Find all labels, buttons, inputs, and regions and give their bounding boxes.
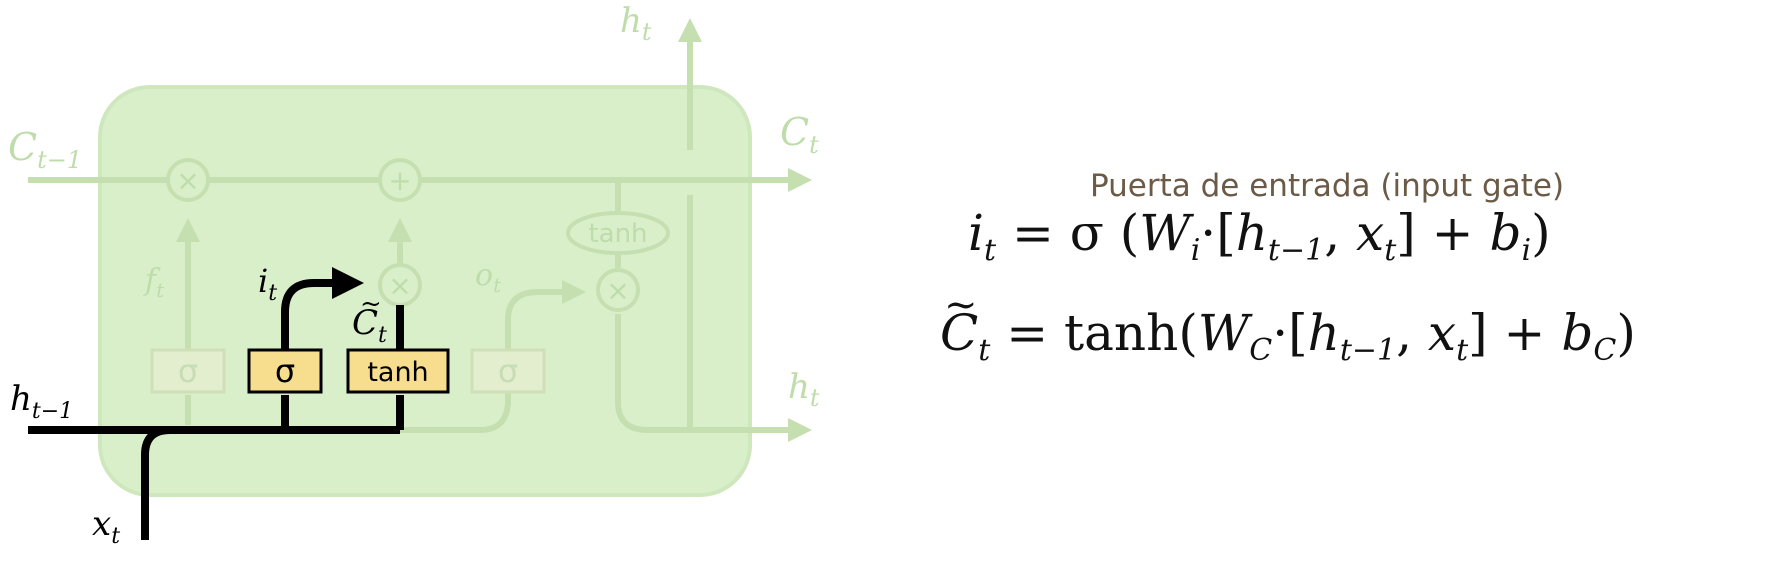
i-t-label: it <box>258 262 277 306</box>
mult-forget-op <box>166 158 210 202</box>
eq1-comma: , <box>1324 204 1356 262</box>
eq1-bias-sub: i <box>1521 233 1532 268</box>
input-sigma-label: σ <box>275 352 295 390</box>
cell-tanh-op <box>566 211 670 255</box>
forget-sigma-label: σ <box>178 352 198 390</box>
mult-forget-symbol: × <box>176 164 199 197</box>
mult-output-op <box>596 268 640 312</box>
c-next-label: Ct <box>780 110 819 159</box>
eq2-bias-sub: C <box>1593 333 1617 368</box>
x-in-label: xt <box>92 504 120 549</box>
eq1-operator: = σ ( <box>996 204 1140 262</box>
eq2-bias: b <box>1561 304 1594 362</box>
o-t-label: ot <box>475 258 502 297</box>
output-sigma-label: σ <box>498 352 518 390</box>
mult-input-symbol: × <box>388 269 411 302</box>
eq1-x-sub: t <box>1384 233 1397 268</box>
eq1-h: h <box>1235 204 1268 262</box>
add-cell-op <box>378 158 422 202</box>
gate-title: Puerta de entrada (input gate) <box>1090 168 1565 204</box>
ctilde-label: Ct <box>352 303 387 348</box>
input-tanh-gate <box>346 348 450 394</box>
eq1-weight-sub: i <box>1190 233 1201 268</box>
eq2-h: h <box>1307 304 1340 362</box>
eq2-end: ) <box>1616 304 1636 362</box>
eq2-lhs: C <box>940 304 979 362</box>
eq1-close: ] + <box>1396 204 1490 262</box>
input-gate-equation: it = σ (Wi·[ht−1, xt] + bi) <box>968 204 1551 268</box>
eq2-dot: ·[ <box>1272 304 1308 362</box>
op-symbols: × + × × <box>176 164 629 307</box>
input-sigma-gate <box>247 348 323 394</box>
eq2-tilde: ~ <box>944 282 978 328</box>
lstm-cell-diagram: × + × × tanh σ σ Ct−1 Ct ht ht ft ot σ t… <box>8 1 820 549</box>
eq1-dot: ·[ <box>1200 204 1236 262</box>
eq1-x: x <box>1355 204 1385 262</box>
ctilde-mark: ~ <box>360 289 382 319</box>
active-labels: ht−1 xt it Ct ~ <box>10 262 387 549</box>
mult-output-symbol: × <box>606 274 629 307</box>
h-prev-label: ht−1 <box>10 379 73 424</box>
eq1-lhs: i <box>968 204 984 262</box>
faded-labels: Ct−1 Ct ht ht ft ot <box>8 1 820 412</box>
forget-sigma-gate <box>150 348 226 394</box>
eq2-h-sub: t−1 <box>1339 333 1397 368</box>
eq2-lhs-sub: t <box>978 333 991 368</box>
h-right-label: ht <box>788 367 820 412</box>
eq2-comma: , <box>1396 304 1428 362</box>
c-prev-label: Ct−1 <box>8 125 82 174</box>
eq1-lhs-sub: t <box>984 233 997 268</box>
eq2-weight: W <box>1197 304 1250 362</box>
eq2-x-sub: t <box>1456 333 1469 368</box>
eq1-bias: b <box>1489 204 1522 262</box>
eq2-weight-sub: C <box>1249 333 1273 368</box>
eq2-lhs-wrap: ~ C <box>940 282 979 362</box>
eq2-operator: = tanh( <box>990 304 1198 362</box>
input-tanh-label: tanh <box>367 357 428 388</box>
eq2-x: x <box>1427 304 1457 362</box>
eq1-weight: W <box>1139 204 1191 262</box>
eq2-close: ] + <box>1468 304 1562 362</box>
active-input-paths <box>28 267 404 540</box>
eq1-h-sub: t−1 <box>1267 233 1325 268</box>
h-top-label: ht <box>620 1 652 46</box>
equation-panel: Puerta de entrada (input gate) it = σ (W… <box>940 168 1776 408</box>
add-cell-symbol: + <box>388 164 411 197</box>
eq1-end: ) <box>1531 204 1551 262</box>
cell-tanh-label: tanh <box>588 219 647 249</box>
output-sigma-gate <box>470 348 546 394</box>
candidate-equation: ~ Ct = tanh(WC·[ht−1, xt] + bC) <box>940 282 1636 368</box>
